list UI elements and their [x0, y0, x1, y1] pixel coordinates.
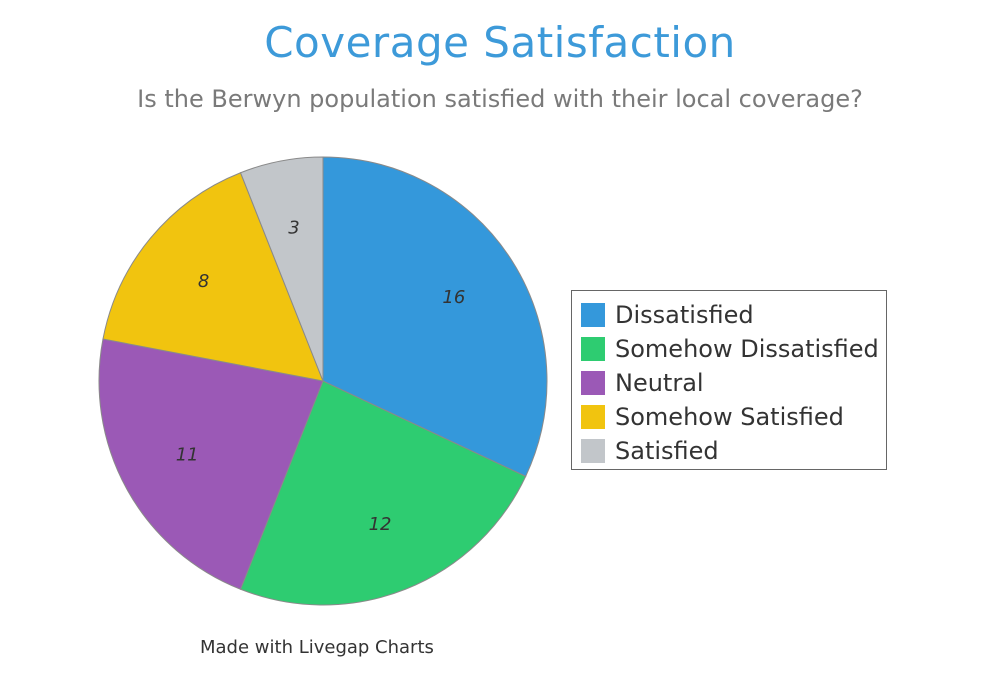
pie-slices: [98, 156, 548, 606]
slice-value-label-dissatisfied: 16: [442, 287, 465, 308]
pie-slice-somehow-dissatisfied: [239, 380, 527, 606]
legend-swatch-neutral: [581, 371, 605, 395]
slice-value-label-somehow-dissatisfied: 12: [369, 514, 392, 535]
pie-slice-neutral: [98, 338, 324, 590]
legend-swatch-satisfied: [581, 439, 605, 463]
pie-slice-satisfied: [239, 156, 324, 382]
legend-swatch-somehow-satisfied: [581, 405, 605, 429]
legend-label-somehow-dissatisfied: Somehow Dissatisfied: [615, 335, 879, 363]
slice-value-label-neutral: 11: [176, 445, 199, 466]
legend-swatch-somehow-dissatisfied: [581, 337, 605, 361]
footer-credit: Made with Livegap Charts: [200, 637, 434, 658]
legend-label-satisfied: Satisfied: [615, 437, 719, 465]
legend-item-neutral: Neutral: [581, 366, 886, 400]
legend-item-somehow-satisfied: Somehow Satisfied: [581, 400, 886, 434]
legend-label-neutral: Neutral: [615, 369, 704, 397]
legend-label-somehow-satisfied: Somehow Satisfied: [615, 403, 844, 431]
legend-item-somehow-dissatisfied: Somehow Dissatisfied: [581, 332, 886, 366]
pie-slice-somehow-satisfied: [102, 172, 324, 382]
chart-title: Coverage Satisfaction: [264, 18, 736, 67]
pie-value-labels: 16 12 11 8 3: [176, 218, 466, 535]
slice-value-label-somehow-satisfied: 8: [198, 271, 209, 292]
chart-subtitle: Is the Berwyn population satisfied with …: [137, 85, 863, 113]
slice-value-label-satisfied: 3: [288, 218, 299, 239]
legend-label-dissatisfied: Dissatisfied: [615, 301, 754, 329]
legend-item-satisfied: Satisfied: [581, 434, 886, 468]
legend: Dissatisfied Somehow Dissatisfied Neutral S…: [571, 290, 887, 470]
legend-item-dissatisfied: Dissatisfied: [581, 298, 886, 332]
legend-swatch-dissatisfied: [581, 303, 605, 327]
pie-slice-dissatisfied: [322, 156, 548, 478]
